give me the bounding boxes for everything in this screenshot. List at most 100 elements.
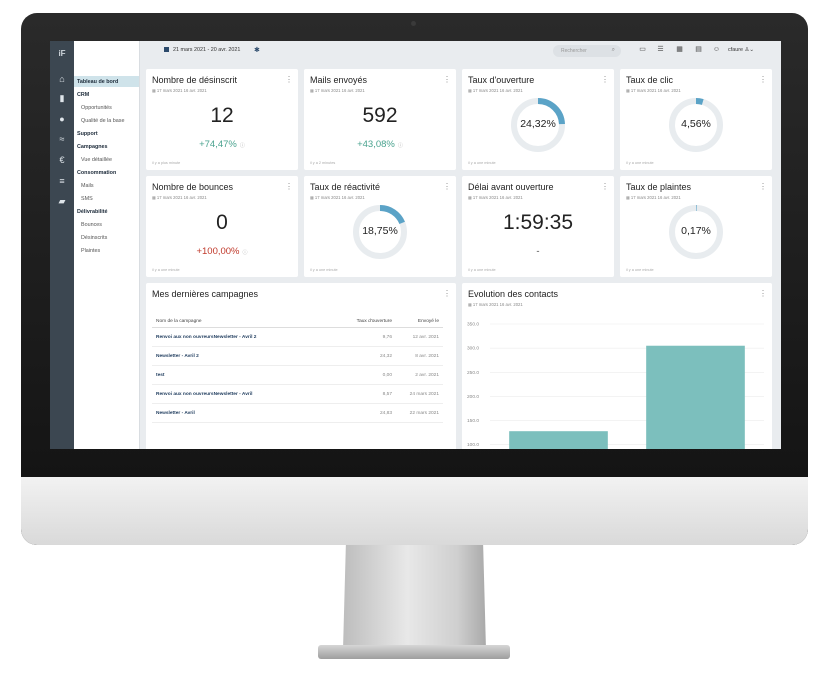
card-delta: +100,00% ⓘ: [196, 246, 248, 257]
search-input[interactable]: Rechercher ⌕: [553, 45, 621, 57]
card-updated: il y a 2 minutes: [310, 161, 336, 165]
card-title: Nombre de désinscrit: [152, 75, 238, 85]
monitor-chin: [21, 477, 808, 545]
card-menu-icon[interactable]: ⋮: [285, 182, 293, 191]
card-date: 17 mars 2021 16 avr. 2021: [152, 195, 207, 200]
col-envoye[interactable]: Envoyé le: [417, 319, 439, 324]
gear-icon[interactable]: ✱: [254, 47, 260, 54]
card-date: 17 mars 2021 16 avr. 2021: [310, 88, 365, 93]
card-taux-plaintes: Taux de plaintes 17 mars 2021 16 avr. 20…: [620, 176, 772, 277]
list-icon[interactable]: ≡: [59, 176, 65, 186]
menu-vue-detaillee[interactable]: Vue détaillée: [81, 157, 112, 163]
card-menu-icon[interactable]: ⋮: [601, 75, 609, 84]
donut-arc: [353, 205, 407, 259]
card-delta: -: [536, 246, 540, 257]
donut-chart: 18,75%: [304, 202, 456, 262]
card-menu-icon[interactable]: ⋮: [443, 182, 451, 191]
info-icon: ⓘ: [239, 143, 245, 149]
date-range-picker[interactable]: 21 mars 2021 - 20 avr. 2021: [164, 47, 240, 53]
card-menu-icon[interactable]: ⋮: [759, 75, 767, 84]
card-title: Délai avant ouverture: [468, 182, 554, 192]
card-title: Taux de clic: [626, 75, 674, 85]
card-evolution-contacts: Evolution des contacts 17 mars 2021 16 a…: [462, 283, 772, 449]
home-icon[interactable]: ⌂: [59, 74, 65, 84]
icon-rail: iF ⌂ ▮ ● ≈ € ≡ ▰: [50, 41, 74, 449]
grid-icon[interactable]: ▦: [676, 46, 683, 53]
card-value: 12: [210, 104, 234, 127]
menu-crm[interactable]: CRM: [77, 92, 90, 98]
inbox-icon[interactable]: ▭: [639, 46, 646, 53]
truck-icon[interactable]: ▰: [58, 196, 66, 206]
card-menu-icon[interactable]: ⋮: [443, 289, 451, 298]
app-logo: iF: [58, 49, 66, 58]
card-title: Taux de plaintes: [626, 182, 692, 192]
card-menu-icon[interactable]: ⋮: [601, 182, 609, 191]
menu-tableau-de-bord[interactable]: Tableau de bord: [77, 79, 119, 85]
card-menu-icon[interactable]: ⋮: [443, 75, 451, 84]
building-icon[interactable]: ▮: [59, 93, 65, 103]
card-taux-reactivite: Taux de réactivité 17 mars 2021 16 avr. …: [304, 176, 456, 277]
menu-bounces[interactable]: Bounces: [81, 222, 102, 228]
contact-icon[interactable]: ☺: [712, 46, 721, 53]
menu-qualite-base[interactable]: Qualité de la base: [81, 118, 125, 124]
donut-chart: 24,32%: [462, 95, 614, 155]
user-menu[interactable]: cfaure ♙⌄: [728, 47, 754, 53]
menu-opportunites[interactable]: Opportunités: [81, 105, 112, 111]
card-value: 0: [216, 211, 228, 234]
card-desinscrit: Nombre de désinscrit 17 mars 2021 16 avr…: [146, 69, 298, 170]
menu-plaintes[interactable]: Plaintes: [81, 248, 101, 254]
checklist-icon[interactable]: ☰: [657, 46, 664, 53]
card-value: 592: [362, 104, 398, 127]
card-delta: +74,47% ⓘ: [199, 139, 245, 150]
calendar-icon: [164, 47, 169, 52]
card-date: 17 mars 2021 16 avr. 2021: [626, 88, 681, 93]
card-menu-icon[interactable]: ⋮: [759, 289, 767, 298]
card-menu-icon[interactable]: ⋮: [759, 182, 767, 191]
monitor-stand: [343, 545, 486, 650]
card-title: Nombre de bounces: [152, 182, 234, 192]
y-tick-label: 200.0: [467, 394, 479, 400]
active-menu-highlight: [74, 76, 139, 87]
table-row[interactable]: Renvoi aux non ouvreursNewsletter - Avri…: [152, 385, 443, 404]
menu-mails[interactable]: Mails: [81, 183, 94, 189]
col-taux[interactable]: Taux d'ouverture: [356, 319, 392, 324]
y-tick-label: 350.0: [467, 322, 479, 328]
donut-arc: [669, 98, 723, 152]
card-updated: il y a une minute: [626, 161, 654, 165]
card-title: Evolution des contacts: [468, 289, 559, 299]
menu-consommation[interactable]: Consommation: [77, 170, 117, 176]
handshake-icon[interactable]: ≈: [59, 134, 65, 144]
card-updated: il y a plus minute: [152, 161, 181, 165]
users-icon[interactable]: ●: [59, 114, 65, 124]
info-icon: ⓘ: [242, 250, 248, 256]
card-title: Taux de réactivité: [310, 182, 381, 192]
monitor-base: [318, 645, 510, 659]
table-row[interactable]: Renvoi aux non ouvreursNewsletter - Avri…: [152, 328, 443, 347]
table-row[interactable]: test 0,00 2 avr. 2021: [152, 366, 443, 385]
card-updated: il y a une minute: [468, 161, 496, 165]
euro-icon[interactable]: €: [59, 155, 65, 165]
menu-delivrabilite[interactable]: Délivrabilité: [77, 209, 108, 215]
menu-desinscrits[interactable]: Désinscrits: [81, 235, 108, 241]
card-menu-icon[interactable]: ⋮: [285, 75, 293, 84]
card-updated: il y a une minute: [152, 268, 180, 272]
card-title: Mes dernières campagnes: [152, 289, 259, 299]
table-row[interactable]: Newsletter - Avril 24,83 22 mars 2021: [152, 404, 443, 423]
y-tick-label: 150.0: [467, 418, 479, 424]
menu-sms[interactable]: SMS: [81, 196, 93, 202]
donut-value: 24,32%: [520, 118, 556, 130]
card-date: 17 mars 2021 16 avr. 2021: [310, 195, 365, 200]
menu-campagnes[interactable]: Campagnes: [77, 144, 108, 150]
card-updated: il y a une minute: [310, 268, 338, 272]
y-tick-label: 100.0: [467, 442, 479, 448]
menu-support[interactable]: Support: [77, 131, 98, 137]
donut-chart: 4,56%: [620, 95, 772, 155]
donut-arc: [511, 98, 565, 152]
card-delai-ouverture: Délai avant ouverture 17 mars 2021 16 av…: [462, 176, 614, 277]
calendar-view-icon[interactable]: ▤: [695, 46, 702, 53]
table-row[interactable]: Newsletter - Avril 2 24,32 8 avr. 2021: [152, 347, 443, 366]
donut-arc: [669, 205, 723, 259]
col-nom[interactable]: Nom de la campagne: [156, 319, 202, 324]
card-value: 1:59:35: [502, 211, 574, 234]
webcam: [411, 21, 416, 26]
